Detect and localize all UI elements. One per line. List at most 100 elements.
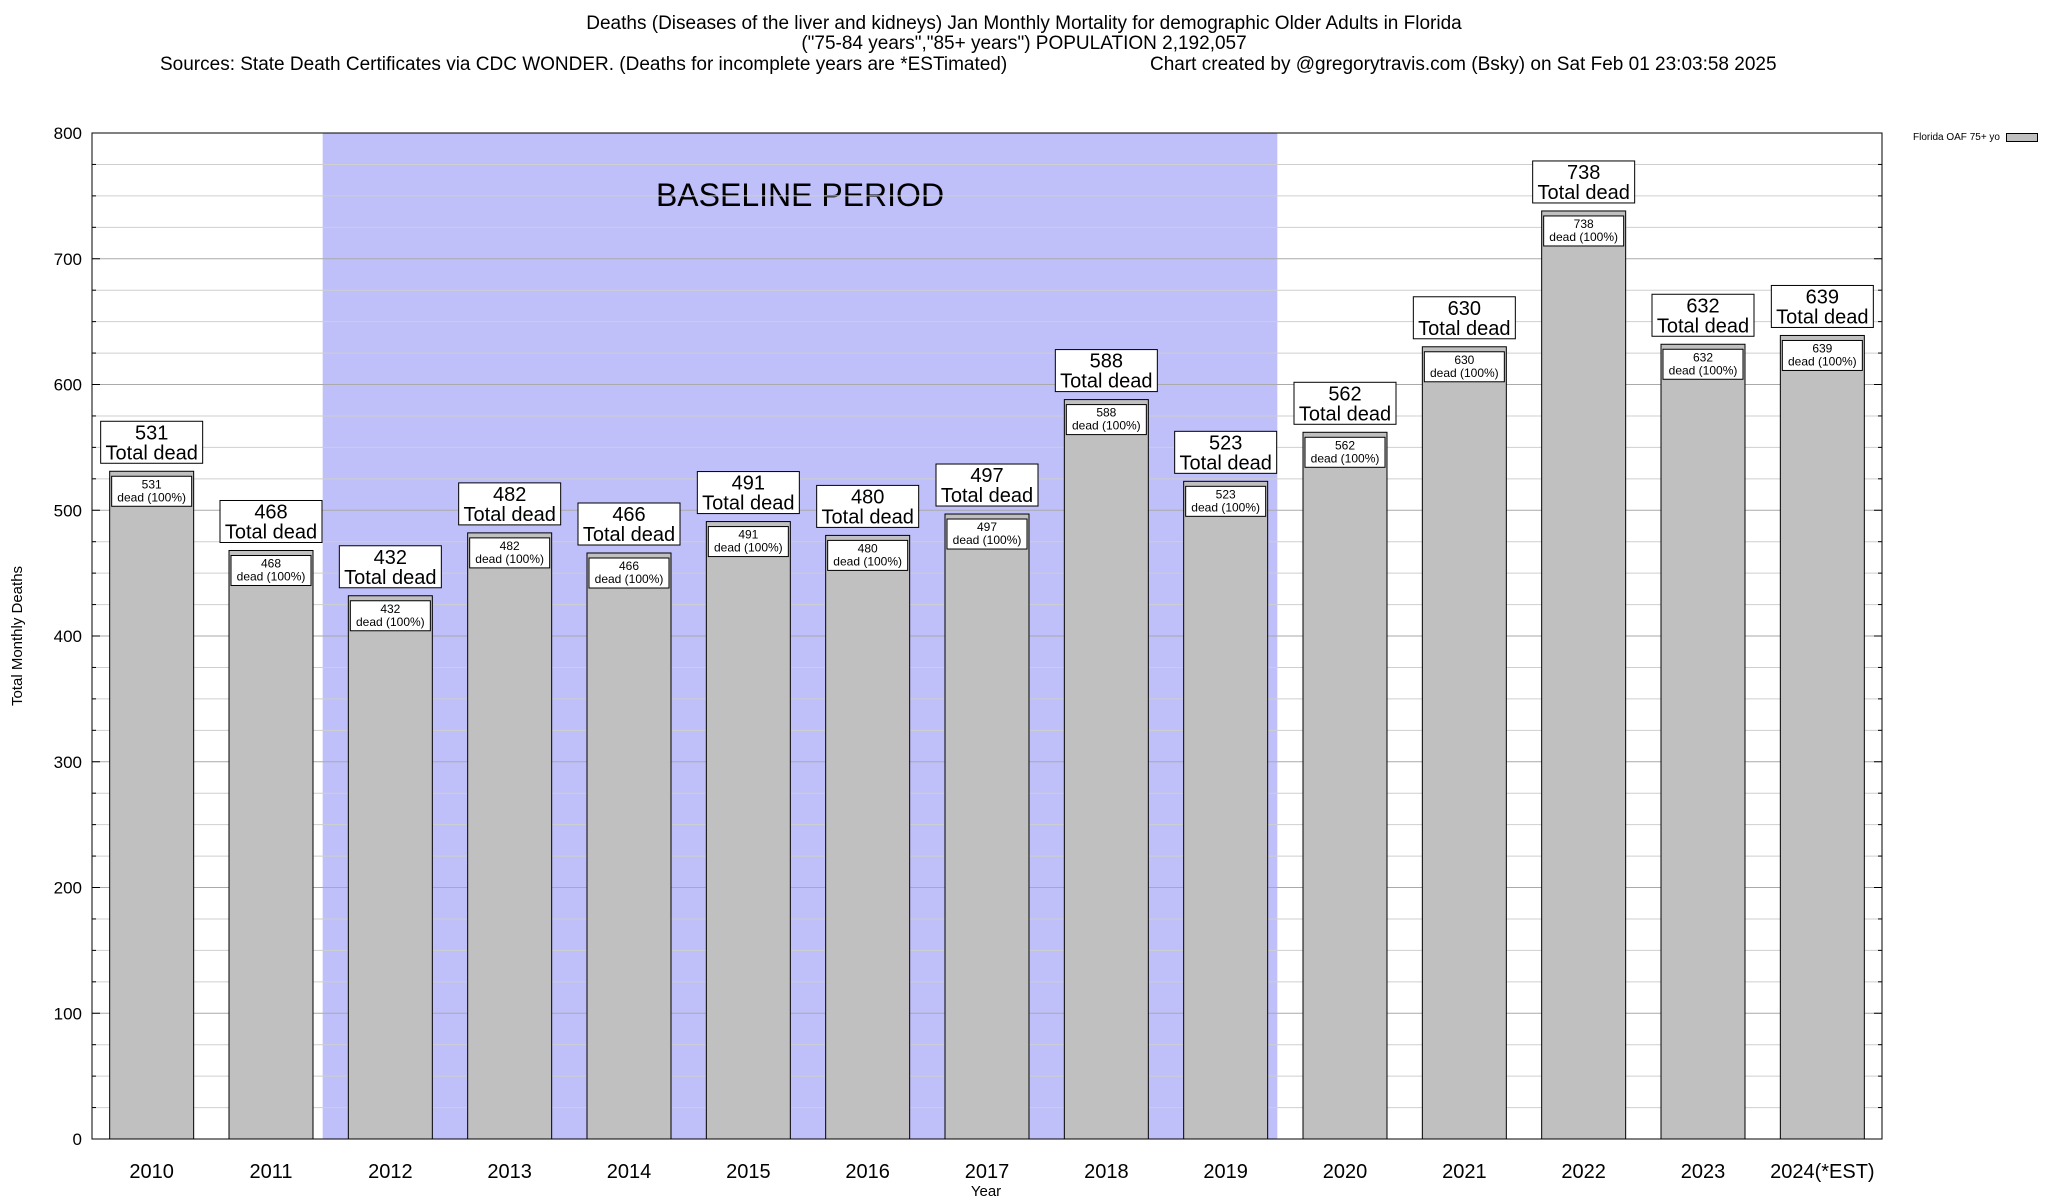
legend-swatch	[2006, 133, 2038, 142]
chart-sources: Sources: State Death Certificates via CD…	[160, 54, 1008, 75]
top-label-text: Total dead	[583, 524, 675, 546]
top-label-text: Total dead	[464, 504, 556, 526]
inner-label-box	[349, 600, 431, 632]
top-label-box	[1293, 381, 1397, 425]
top-label-value: 466	[612, 504, 645, 526]
inner-label-value: 480	[858, 541, 878, 555]
top-label-value: 491	[732, 473, 765, 495]
inner-label-box	[230, 554, 312, 586]
inner-label-value: 468	[261, 556, 281, 570]
inner-label-value: 632	[1693, 350, 1713, 364]
x-tick-label: 2021	[1442, 1161, 1487, 1183]
top-label-text: Total dead	[1657, 315, 1749, 337]
top-label-box	[1412, 296, 1516, 340]
inner-label-text: dead (100%)	[356, 615, 425, 629]
x-tick-label: 2013	[487, 1161, 532, 1183]
inner-label-value: 531	[142, 477, 162, 491]
legend-label: Florida OAF 75+ yo	[1913, 132, 2000, 143]
top-label-value: 562	[1328, 383, 1361, 405]
x-tick-label: 2014	[607, 1161, 652, 1183]
legend: Florida OAF 75+ yo	[1913, 132, 2038, 143]
inner-label-box	[827, 539, 909, 571]
y-tick-label: 600	[54, 376, 82, 395]
bar	[109, 470, 195, 1140]
bar	[1421, 346, 1507, 1140]
top-label-value: 531	[135, 422, 168, 444]
top-label-text: Total dead	[1299, 403, 1391, 425]
top-label-box	[935, 463, 1039, 507]
bar	[944, 513, 1030, 1140]
chart-title: Deaths (Diseases of the liver and kidney…	[586, 13, 1462, 34]
top-label-value: 468	[254, 501, 287, 523]
inner-label-box	[469, 537, 551, 569]
inner-label-text: dead (100%)	[117, 490, 186, 504]
x-tick-label: 2019	[1203, 1161, 1248, 1183]
top-label-value: 480	[851, 486, 884, 508]
inner-label-value: 482	[500, 539, 520, 553]
top-label-text: Total dead	[702, 493, 794, 515]
top-label-box	[219, 499, 323, 543]
top-label-value: 523	[1209, 432, 1242, 454]
x-tick-label: 2012	[368, 1161, 413, 1183]
inner-label-text: dead (100%)	[1311, 451, 1380, 465]
bar	[705, 521, 791, 1140]
bar	[1779, 334, 1865, 1140]
inner-label-box	[588, 557, 670, 589]
y-tick-label: 800	[54, 124, 82, 143]
top-label-value: 738	[1567, 162, 1600, 184]
inner-label-text: dead (100%)	[833, 554, 902, 568]
inner-label-text: dead (100%)	[475, 552, 544, 566]
top-label-value: 632	[1686, 295, 1719, 317]
inner-label-text: dead (100%)	[714, 541, 783, 555]
baseline-label: BASELINE PERIOD	[656, 177, 944, 213]
bar	[467, 532, 553, 1140]
inner-label-box	[1781, 339, 1863, 371]
inner-label-text: dead (100%)	[595, 572, 664, 586]
inner-label-box	[1185, 485, 1267, 517]
top-label-value: 432	[374, 547, 407, 569]
x-tick-label: 2018	[1084, 1161, 1129, 1183]
bar	[1183, 480, 1269, 1140]
inner-label-box	[1065, 404, 1147, 436]
chart-subtitle: ("75-84 years","85+ years") POPULATION 2…	[801, 33, 1247, 54]
x-tick-label: 2024(*EST)	[1770, 1161, 1875, 1183]
top-label-text: Total dead	[1776, 306, 1868, 328]
top-label-text: Total dead	[1418, 318, 1510, 340]
top-label-box	[338, 545, 442, 589]
x-tick-label: 2022	[1561, 1161, 1606, 1183]
inner-label-box	[1423, 351, 1505, 383]
x-tick-label: 2011	[249, 1161, 292, 1183]
top-label-text: Total dead	[822, 506, 914, 528]
inner-label-box	[707, 526, 789, 558]
top-label-value: 630	[1448, 298, 1481, 320]
top-label-value: 497	[970, 465, 1003, 487]
top-label-box	[1651, 293, 1755, 337]
top-label-text: Total dead	[344, 567, 436, 589]
inner-label-box	[946, 518, 1028, 550]
bar	[1660, 343, 1746, 1140]
inner-label-value: 466	[619, 559, 639, 573]
inner-label-text: dead (100%)	[1072, 419, 1141, 433]
inner-label-box	[111, 475, 193, 507]
inner-label-text: dead (100%)	[1788, 354, 1857, 368]
inner-label-value: 497	[977, 520, 997, 534]
top-label-box	[1532, 160, 1636, 204]
inner-label-text: dead (100%)	[953, 533, 1022, 547]
inner-label-text: dead (100%)	[1669, 363, 1738, 377]
top-label-text: Total dead	[106, 442, 198, 464]
top-label-box	[816, 484, 920, 528]
y-tick-label: 400	[54, 627, 82, 646]
inner-label-box	[1304, 436, 1386, 468]
inner-label-text: dead (100%)	[237, 569, 306, 583]
bar	[1541, 210, 1627, 1140]
x-axis-label: Year	[971, 1183, 1001, 1200]
x-tick-label: 2017	[965, 1161, 1010, 1183]
top-label-text: Total dead	[1538, 182, 1630, 204]
y-tick-label: 100	[54, 1004, 82, 1023]
top-label-box	[1174, 430, 1278, 474]
inner-label-value: 432	[380, 602, 400, 616]
bar	[1063, 399, 1149, 1140]
top-label-box	[100, 420, 204, 464]
y-tick-label: 300	[54, 753, 82, 772]
top-label-text: Total dead	[1180, 452, 1272, 474]
